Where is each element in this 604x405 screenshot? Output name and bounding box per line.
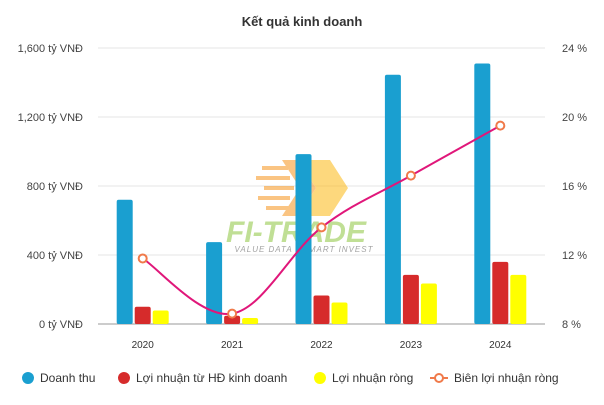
left-axis-tick-label: 0 tỷ VNĐ (39, 319, 83, 331)
right-axis-tick-label: 12 % (562, 250, 587, 262)
x-axis-ticks: 2020 2021 2022 2023 2024 (132, 340, 512, 351)
legend-label: Lợi nhuận từ HĐ kinh doanh (136, 371, 287, 385)
margin-point-2020 (137, 253, 148, 264)
x-axis-tick-label: 2022 (310, 340, 333, 351)
legend-swatch-icon (314, 372, 326, 384)
bar-1-2024 (492, 261, 509, 324)
bar-0-2023 (384, 74, 401, 324)
margin-line (137, 120, 506, 319)
left-axis-tick-label: 800 tỷ VNĐ (27, 181, 83, 193)
bar-2-2021 (242, 317, 259, 324)
bar-1-2022 (313, 295, 330, 324)
legend-label: Lợi nhuận ròng (332, 371, 413, 385)
legend-swatch-icon (118, 372, 130, 384)
bar-2-2022 (331, 302, 348, 324)
left-axis-ticks: 0 tỷ VNĐ 400 tỷ VNĐ 800 tỷ VNĐ 1,200 tỷ VNĐ… (18, 43, 83, 331)
bar-0-2022 (295, 154, 312, 324)
bar-2-2020 (152, 310, 169, 324)
legend: Doanh thu Lợi nhuận từ HĐ kinh doanh Lợi n… (22, 371, 559, 385)
bar-1-2020 (134, 306, 151, 324)
right-axis-tick-label: 20 % (562, 112, 587, 124)
margin-point-2022 (316, 222, 327, 233)
left-axis-tick-label: 1,200 tỷ VNĐ (18, 112, 83, 124)
bar-1-2021 (224, 315, 241, 324)
legend-label: Doanh thu (40, 371, 95, 385)
left-axis-tick-label: 1,600 tỷ VNĐ (18, 43, 83, 55)
x-axis-tick-label: 2021 (221, 340, 244, 351)
x-axis-tick-label: 2020 (132, 340, 155, 351)
right-axis-tick-label: 24 % (562, 43, 587, 55)
legend-marker-icon (434, 373, 444, 383)
right-axis-tick-label: 16 % (562, 181, 587, 193)
bar-0-2024 (474, 63, 491, 325)
legend-swatch-icon (22, 372, 34, 384)
bar-2-2023 (420, 283, 437, 324)
left-axis-tick-label: 400 tỷ VNĐ (27, 250, 83, 262)
right-axis-ticks: 8 % 12 % 16 % 20 % 24 % (562, 43, 587, 331)
bar-0-2020 (116, 199, 133, 324)
chart-title: Kết quả kinh doanh (242, 14, 363, 29)
margin-point-2021 (227, 308, 238, 319)
bars (116, 63, 527, 325)
legend-label: Biên lợi nhuận ròng (454, 371, 559, 385)
bar-2-2024 (510, 274, 527, 324)
margin-point-2024 (495, 120, 506, 131)
right-axis-tick-label: 8 % (562, 319, 581, 331)
margin-point-2023 (405, 170, 416, 181)
x-axis-tick-label: 2024 (489, 340, 512, 351)
bar-0-2021 (206, 242, 223, 324)
x-axis-tick-label: 2023 (400, 340, 423, 351)
bar-1-2023 (402, 274, 419, 324)
